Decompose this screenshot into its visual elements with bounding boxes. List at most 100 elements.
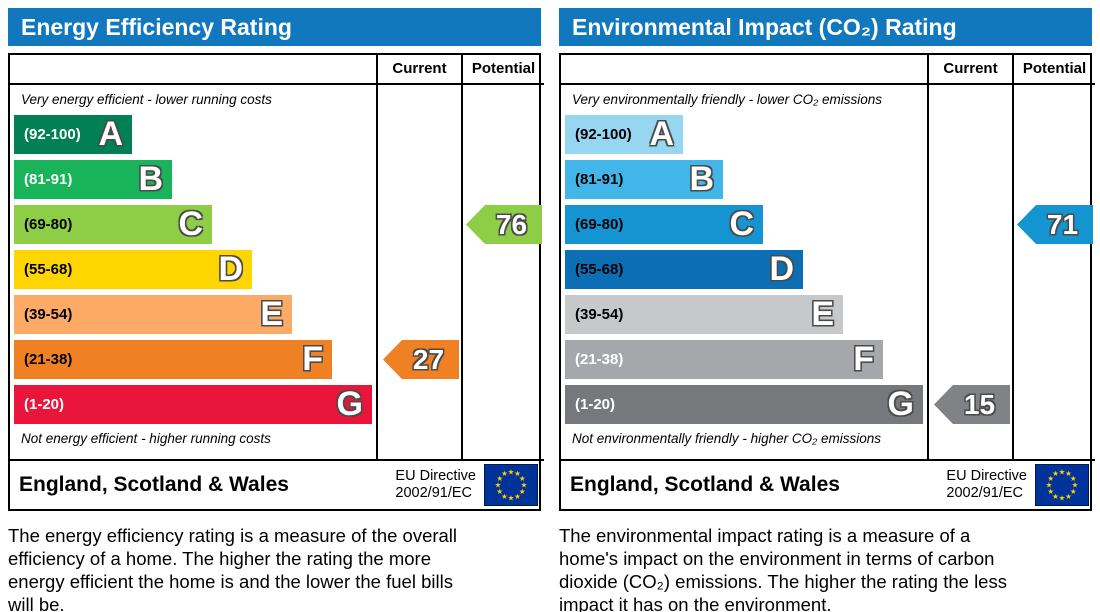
svg-text:★: ★ <box>1070 474 1077 483</box>
potential-column-header: Potential <box>461 55 544 85</box>
svg-text:★: ★ <box>1052 469 1059 478</box>
potential-rating-arrow: 76 <box>466 205 542 244</box>
current-rating-arrow: 27 <box>383 340 459 379</box>
svg-text:★: ★ <box>1059 494 1066 503</box>
band-range-label: (81-91) <box>24 171 73 188</box>
svg-text:★: ★ <box>1052 492 1059 501</box>
band-letter: F <box>853 340 874 378</box>
band-f: (21-38) F <box>14 340 332 379</box>
header-spacer-cell <box>10 55 376 85</box>
current-column-body: 15 <box>927 85 1012 459</box>
band-letter: E <box>811 295 834 333</box>
band-b: (81-91) B <box>565 160 723 199</box>
band-letter: F <box>302 340 323 378</box>
svg-text:★: ★ <box>519 487 526 496</box>
band-c: (69-80) C <box>565 205 763 244</box>
band-letter: G <box>336 385 363 423</box>
current-rating-arrow: 15 <box>934 385 1010 424</box>
svg-text:★: ★ <box>521 481 528 490</box>
svg-text:★: ★ <box>495 481 502 490</box>
current-column-body: 27 <box>376 85 461 459</box>
svg-text:★: ★ <box>1059 468 1066 477</box>
svg-text:★: ★ <box>519 474 526 483</box>
band-d: (55-68) D <box>565 250 803 289</box>
svg-text:★: ★ <box>514 469 521 478</box>
band-g: (1-20) G <box>565 385 923 424</box>
svg-text:★: ★ <box>508 494 515 503</box>
band-range-label: (92-100) <box>575 126 632 143</box>
region-label: England, Scotland & Wales <box>570 473 840 496</box>
band-range-label: (21-38) <box>24 351 73 368</box>
band-range-label: (21-38) <box>575 351 624 368</box>
band-letter: D <box>769 250 794 288</box>
band-a: (92-100) A <box>565 115 683 154</box>
panel-footer: England, Scotland & Wales EU Directive 2… <box>561 459 1095 509</box>
current-column-header: Current <box>376 55 461 85</box>
band-range-label: (1-20) <box>24 396 65 413</box>
svg-text:★: ★ <box>514 492 521 501</box>
potential-column-header: Potential <box>1012 55 1095 85</box>
svg-text:★: ★ <box>501 469 508 478</box>
bands-area: Very environmentally friendly - lower CO… <box>561 85 927 459</box>
band-e: (39-54) E <box>565 295 843 334</box>
potential-rating-value: 76 <box>495 208 528 240</box>
environmental-impact-panel: Environmental Impact (CO₂) Rating Curren… <box>559 8 1095 612</box>
band-range-label: (92-100) <box>24 126 81 143</box>
svg-text:★: ★ <box>1072 481 1079 490</box>
svg-text:★: ★ <box>501 492 508 501</box>
svg-text:★: ★ <box>1065 492 1072 501</box>
band-range-label: (1-20) <box>575 396 616 413</box>
environmental-impact-description: The environmental impact rating is a mea… <box>559 525 1007 612</box>
bands: (92-100) A (81-91) B (69-80) C (55-68) D (39-54)… <box>14 115 372 424</box>
svg-text:★: ★ <box>496 487 503 496</box>
band-letter: C <box>178 205 203 243</box>
band-range-label: (39-54) <box>24 306 73 323</box>
co2-rating-table: Current Potential Very environmentally f… <box>559 53 1095 511</box>
band-letter: D <box>218 250 243 288</box>
band-letter: C <box>729 205 754 243</box>
svg-text:★: ★ <box>1047 474 1054 483</box>
energy-efficiency-panel: Energy Efficiency Rating Current Potenti… <box>8 8 544 612</box>
svg-text:★: ★ <box>1047 487 1054 496</box>
header-spacer-cell <box>561 55 927 85</box>
eu-directive-label: EU Directive 2002/91/EC <box>395 468 476 501</box>
band-b: (81-91) B <box>14 160 172 199</box>
band-range-label: (69-80) <box>575 216 624 233</box>
band-range-label: (69-80) <box>24 216 73 233</box>
svg-text:★: ★ <box>508 468 515 477</box>
panel-footer: England, Scotland & Wales EU Directive 2… <box>10 459 544 509</box>
band-f: (21-38) F <box>565 340 883 379</box>
current-rating-value: 15 <box>963 388 996 420</box>
potential-rating-arrow: 71 <box>1017 205 1093 244</box>
eu-flag-icon: ★ ★★ ★★★ ★★★ ★★★ <box>1035 464 1089 506</box>
bottom-caption: Not energy efficient - higher running co… <box>21 431 271 446</box>
potential-column-body: 71 <box>1012 85 1095 459</box>
current-rating-value: 27 <box>412 343 445 375</box>
potential-column-body: 76 <box>461 85 544 459</box>
band-d: (55-68) D <box>14 250 252 289</box>
eu-directive-label: EU Directive 2002/91/EC <box>946 468 1027 501</box>
band-letter: G <box>887 385 914 423</box>
band-e: (39-54) E <box>14 295 292 334</box>
top-caption: Very environmentally friendly - lower CO… <box>572 92 882 107</box>
potential-rating-value: 71 <box>1046 208 1079 240</box>
band-a: (92-100) A <box>14 115 132 154</box>
band-letter: A <box>649 115 674 153</box>
band-range-label: (81-91) <box>575 171 624 188</box>
top-caption: Very energy efficient - lower running co… <box>21 92 272 107</box>
panel-title-bar: Energy Efficiency Rating <box>8 8 541 46</box>
svg-text:★: ★ <box>1065 469 1072 478</box>
eu-flag-icon: ★ ★★ ★★★ ★★★ ★★★ <box>484 464 538 506</box>
bands-area: Very energy efficient - lower running co… <box>10 85 376 459</box>
svg-text:★: ★ <box>496 474 503 483</box>
bands: (92-100) A (81-91) B (69-80) C (55-68) D (39-54)… <box>565 115 923 424</box>
band-letter: B <box>138 160 163 198</box>
panel-title: Environmental Impact (CO₂) Rating <box>572 14 957 40</box>
svg-text:★: ★ <box>1070 487 1077 496</box>
band-range-label: (39-54) <box>575 306 624 323</box>
current-column-header: Current <box>927 55 1012 85</box>
band-c: (69-80) C <box>14 205 212 244</box>
band-letter: E <box>260 295 283 333</box>
band-range-label: (55-68) <box>24 261 73 278</box>
